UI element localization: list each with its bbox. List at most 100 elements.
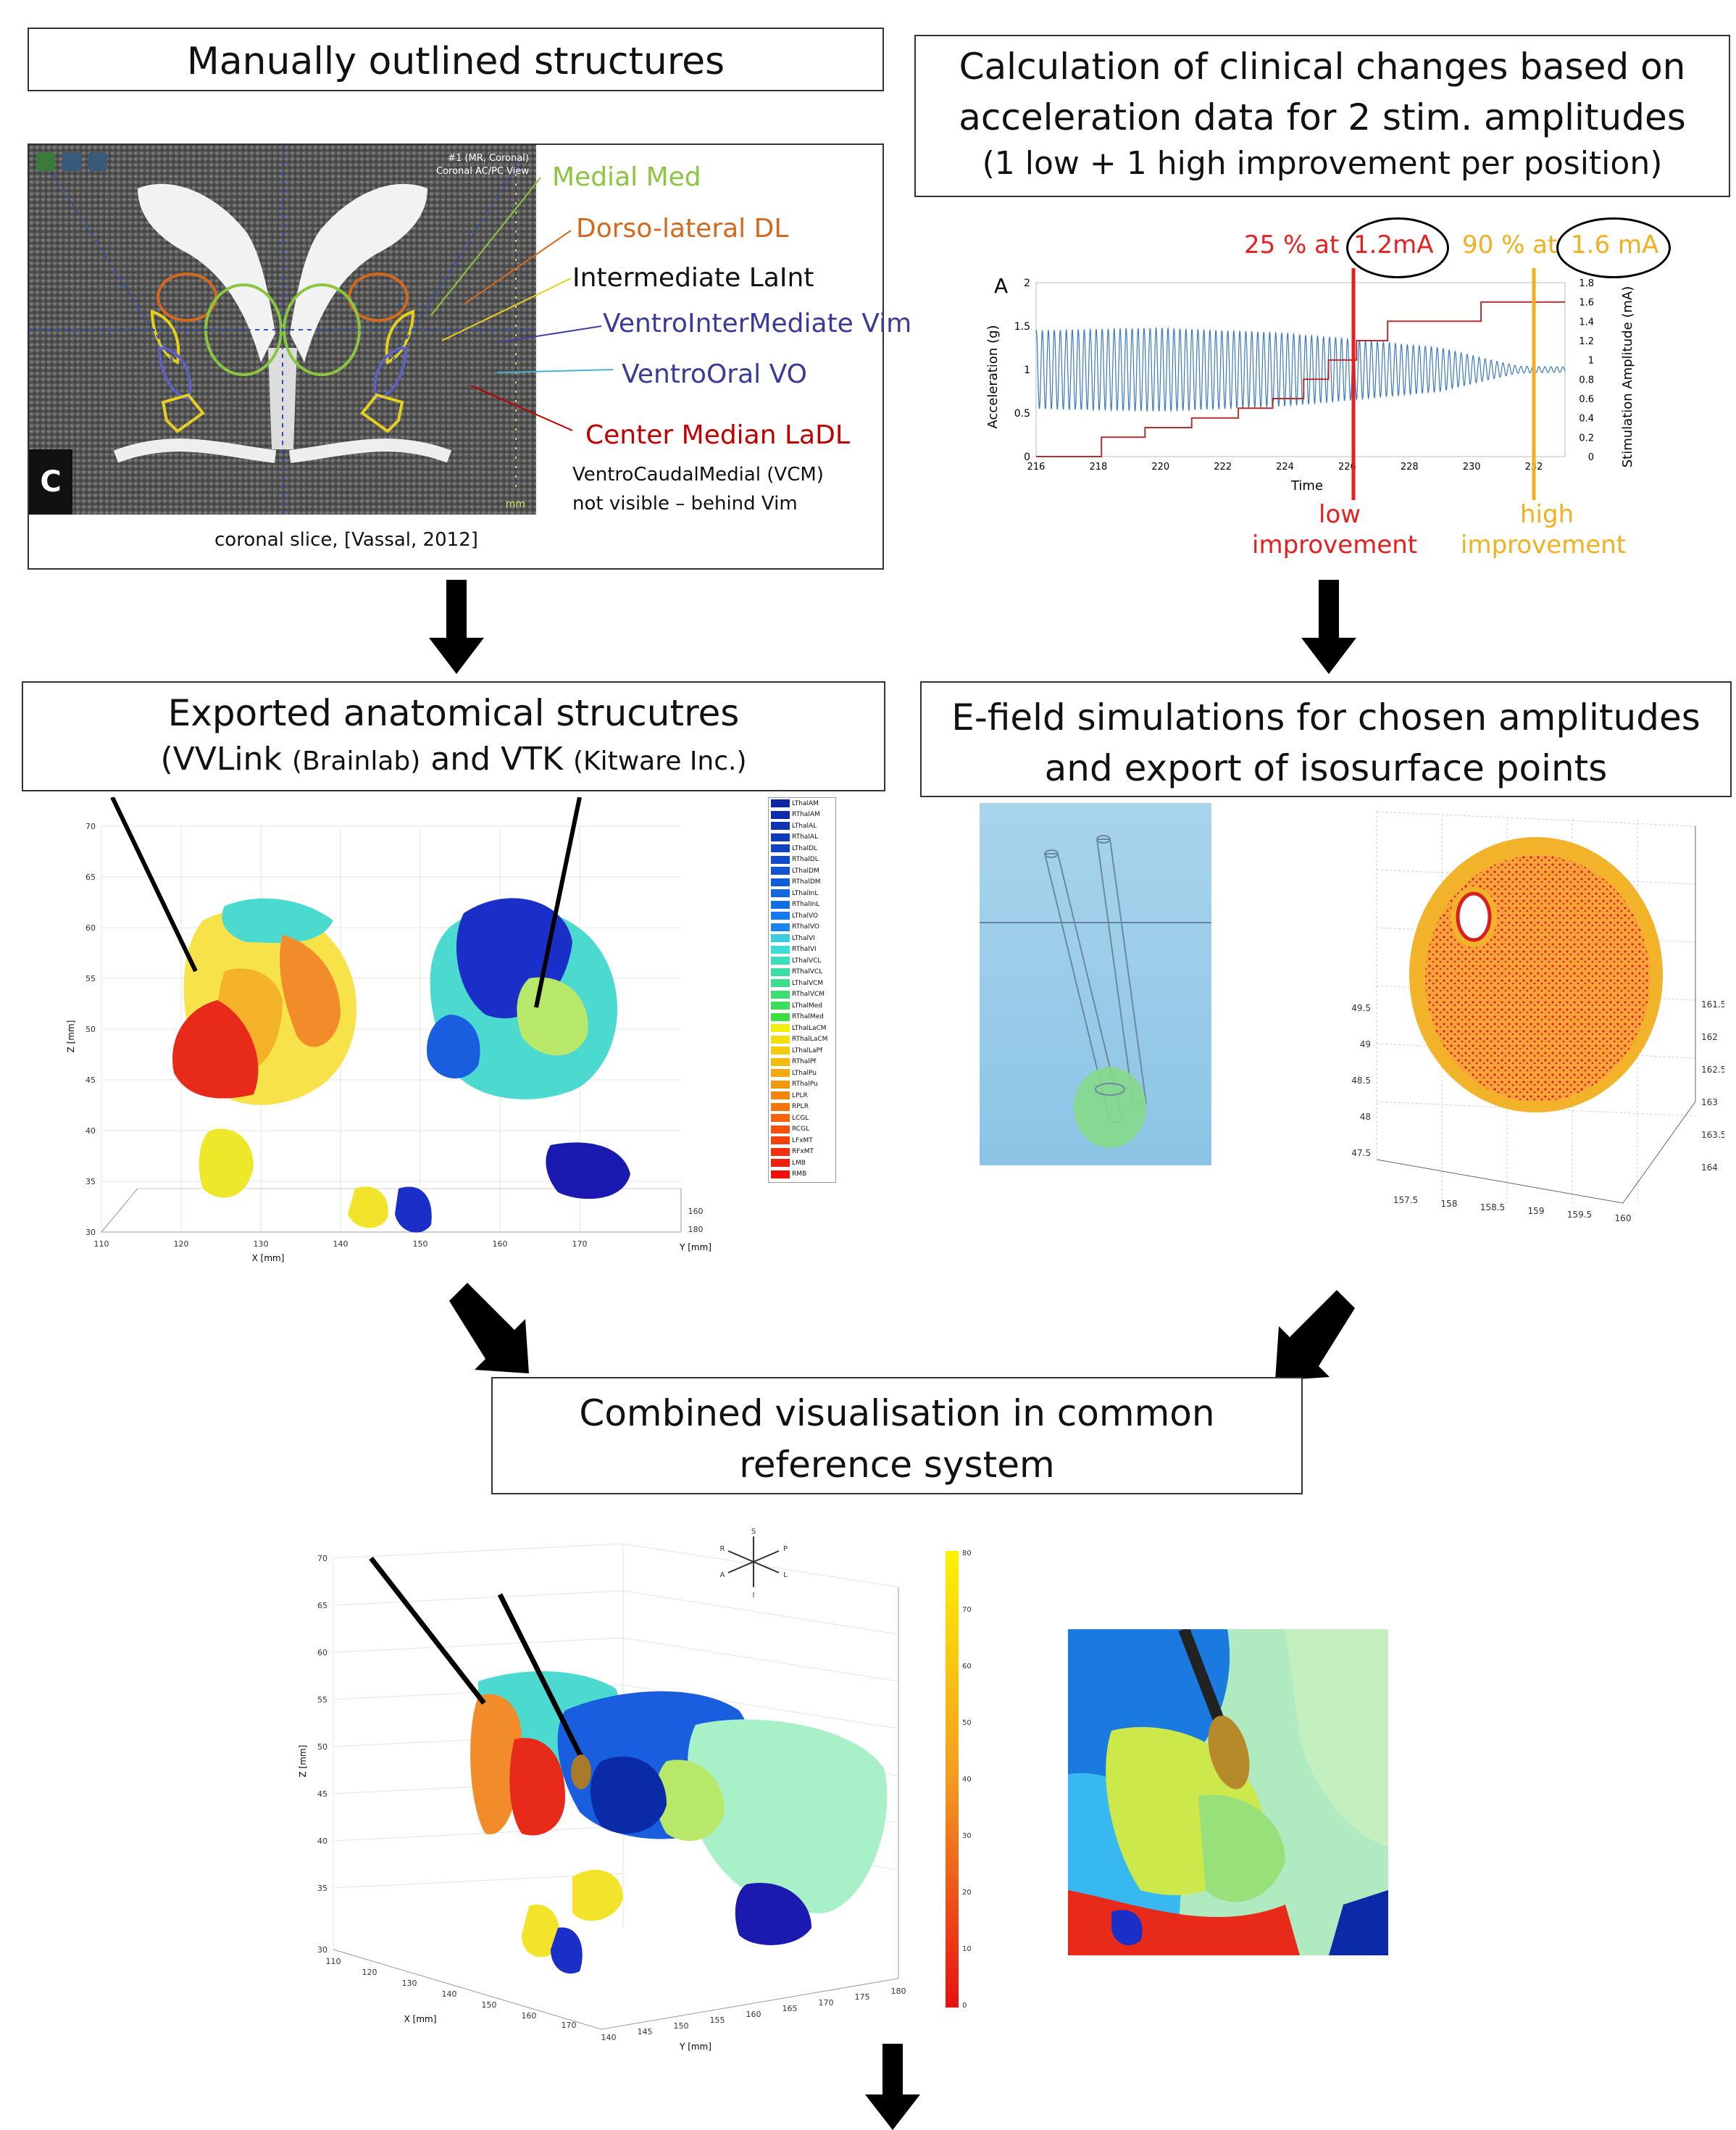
svg-text:70: 70 [962,1606,972,1614]
legend-swatch [771,968,790,976]
exported-kitware: (Kitware Inc.) [572,746,747,776]
x-tick-label: 220 [1151,462,1169,473]
pan-icon [62,152,81,171]
legend-label: RThalInL [792,901,820,909]
mri-label-medial: Medial Med [552,162,701,192]
mri-scale-unit: mm [506,499,525,510]
arrow-down-bottom [865,2044,920,2130]
y2-tick-label: 1 [1588,356,1594,367]
svg-text:65: 65 [317,1601,327,1610]
svg-text:162: 162 [1701,1032,1718,1042]
legend-swatch [771,1102,790,1111]
legend-swatch [771,1147,790,1156]
x-tick-label: 218 [1089,462,1107,473]
mri-caption: coronal slice, [Vassal, 2012] [214,529,478,551]
legend-label: RThalPf [792,1058,817,1066]
y2-tick-label: 1.4 [1579,317,1594,328]
legend-swatch [771,799,790,808]
legend-swatch [771,979,790,988]
legend-entry: RThalVO [769,922,835,933]
legend-swatch [771,912,790,920]
legend-swatch [771,1012,790,1021]
legend-label: LThalVCL [792,957,822,965]
svg-text:60: 60 [317,1648,327,1657]
legend-label: LThalVI [792,934,815,942]
svg-text:10: 10 [962,1945,972,1953]
legend-label: LThalLaCM [792,1024,827,1032]
legend-label: RCGL [792,1126,810,1133]
legend-swatch [771,1091,790,1100]
mri-label-dorsolateral: Dorso-lateral DL [576,214,789,244]
svg-text:S: S [751,1528,756,1536]
svg-text:60: 60 [962,1663,972,1671]
legend-label: RThalVO [792,923,819,931]
svg-text:150: 150 [413,1239,428,1249]
svg-text:170: 170 [562,2021,577,2030]
svg-text:49: 49 [1360,1039,1371,1049]
legend-swatch [771,1114,790,1123]
y-tick-label: 1.5 [1014,321,1030,333]
svg-text:170: 170 [572,1239,588,1249]
combined-title-line2: reference system [739,1444,1055,1486]
legend-entry: LThalPu [769,1068,835,1079]
svg-text:158: 158 [1441,1199,1458,1209]
arrow-diag-right-down [449,1283,529,1373]
y2-tick-label: 0 [1588,452,1594,463]
legend-label: LFxMT [792,1136,813,1144]
legend-label: LThalDM [792,867,819,875]
svg-text:155: 155 [710,2015,725,2025]
legend-entry: RThalVCM [769,989,835,1001]
exported-title-line2: (VVLink (Brainlab) and VTK (Kitware Inc.… [23,738,884,783]
exported-structures-box: Exported anatomical strucutres (VVLink (… [22,681,885,791]
svg-text:120: 120 [174,1239,189,1249]
window-icon [88,152,107,171]
annot-high-prefix: 90 % at [1462,230,1558,259]
legend-entry: LMB [769,1157,835,1169]
isosurface-plot: 49.5 49 48.5 48 47.5 157.5 158 158.5 159… [1351,811,1724,1223]
mri-label-center-median: Center Median LaDL [585,420,850,450]
calc-title-line1: Calculation of clinical changes based on [959,46,1686,88]
svg-text:45: 45 [85,1076,96,1085]
svg-text:110: 110 [326,1957,341,1966]
svg-text:0: 0 [962,2002,967,2010]
legend-swatch [771,1002,790,1010]
svg-text:R: R [720,1545,725,1553]
calc-title-line2: acceleration data for 2 stim. amplitudes [959,96,1686,138]
combined-xlabel: X [mm] [404,2014,437,2024]
svg-text:P: P [783,1545,788,1553]
mri-label-vim: VentroInterMediate Vim [603,309,912,338]
exported-title-line1: Exported anatomical strucutres [167,692,740,734]
mri-leader-lines [430,177,614,431]
mri-label-vo: VentroOral VO [622,359,807,389]
legend-entry: LCGL [769,1112,835,1124]
legend-label: LThalAL [792,822,817,830]
structure-legend: LThalAM RThalAM LThalAL RThalAL LThalDL RThal… [768,797,836,1183]
svg-text:160: 160 [688,1207,704,1216]
legend-swatch [771,810,790,819]
legend-swatch [771,934,790,943]
mri-corner-text-1: #1 (MR, Coronal) [448,153,529,164]
legend-entry: LThalVI [769,933,835,944]
svg-text:50: 50 [85,1025,96,1034]
legend-entry: RThalVCL [769,967,835,978]
legend-swatch [771,1080,790,1089]
legend-swatch [771,1035,790,1044]
legend-label: LThalMed [792,1002,823,1010]
legend-swatch [771,1024,790,1033]
exported-brainlab: (Brainlab) [291,746,421,776]
svg-text:55: 55 [85,974,96,983]
legend-entry: RThalVI [769,944,835,956]
legend-label: RThalVCL [792,968,823,976]
combined-3d-plot: 70 65 60 55 50 45 40 35 30 110 120 130 1… [298,1528,972,2052]
legend-swatch [771,1136,790,1145]
svg-text:160: 160 [493,1239,508,1249]
legend-entry: LThalLaCM [769,1023,835,1034]
combined-zlabel: Z [mm] [298,1745,308,1778]
legend-entry: LFxMT [769,1135,835,1147]
legend-entry: RThalPf [769,1057,835,1068]
legend-label: RThalMed [792,1013,824,1021]
efield-title-line1: E-field simulations for chosen amplitude… [951,696,1700,739]
exported-3d-plot: 70 65 60 55 50 45 40 35 30 110 120 130 1… [66,797,711,1263]
svg-text:50: 50 [317,1742,327,1752]
svg-text:180: 180 [688,1225,704,1234]
